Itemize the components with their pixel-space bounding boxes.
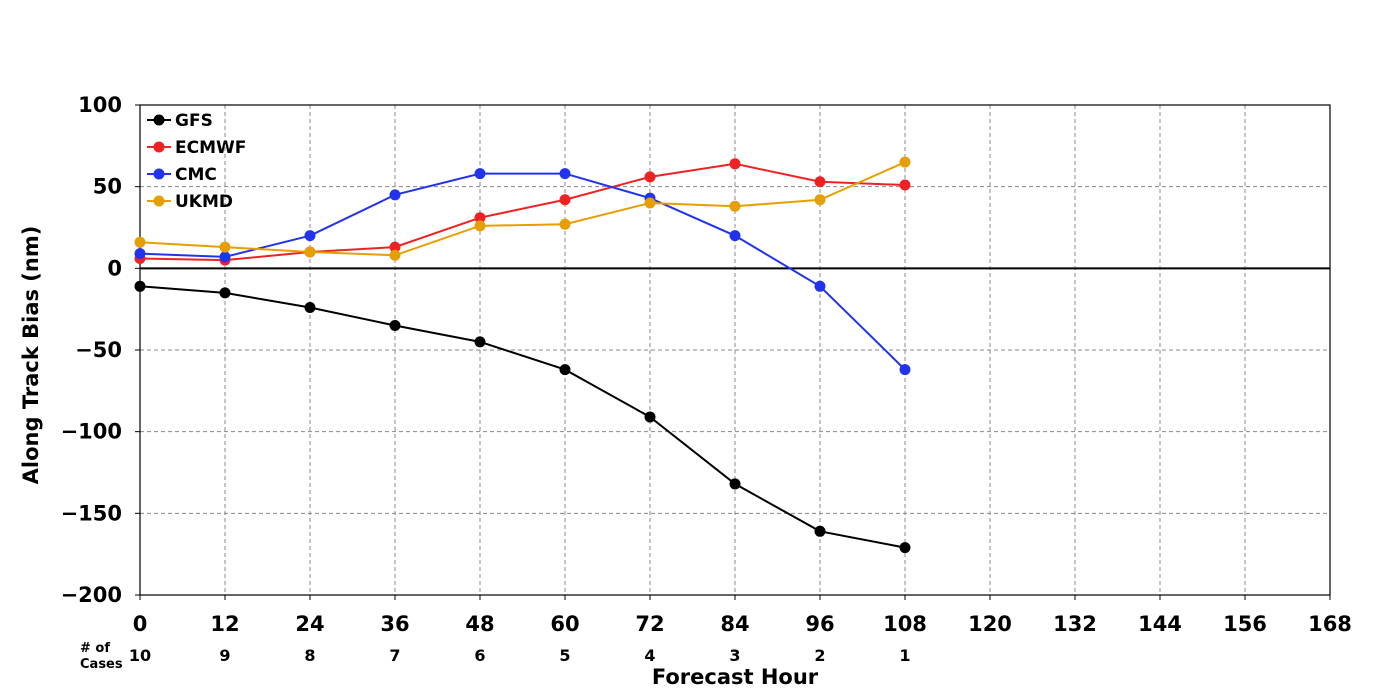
x-tick-label: 72 (635, 612, 664, 636)
legend-item-ecmwf: ECMWF (147, 138, 246, 158)
point-gfs-96 (814, 525, 826, 537)
x-tick-label: 156 (1223, 612, 1267, 636)
x-axis-ticks: 0 12 24 36 48 60 72 84 96 108 120 132 144 156 168 (133, 595, 1352, 636)
point-cmc-12 (219, 251, 231, 263)
point-ecmwf-60 (559, 194, 571, 206)
point-ecmwf-72 (644, 171, 656, 183)
series-layer (134, 156, 911, 554)
x-tick-label: 60 (550, 612, 579, 636)
cases-count: 3 (729, 646, 740, 665)
point-cmc-84 (729, 230, 741, 242)
x-axis-title: Forecast Hour (652, 665, 819, 689)
legend-label: GFS (175, 111, 213, 131)
point-ukmd-48 (474, 220, 486, 232)
cases-count: 2 (814, 646, 825, 665)
point-gfs-12 (219, 287, 231, 299)
series-line-gfs (139, 285, 906, 549)
point-ecmwf-36 (389, 241, 401, 253)
legend-label: ECMWF (175, 138, 246, 158)
legend-item-gfs: GFS (147, 111, 213, 131)
x-tick-label: 0 (133, 612, 148, 636)
point-cmc-48 (474, 168, 486, 180)
cases-row: 10 9 8 7 6 5 4 3 2 1 (129, 646, 911, 665)
point-gfs-84 (729, 478, 741, 490)
point-gfs-24 (304, 302, 316, 314)
cases-count: 7 (389, 646, 400, 665)
cases-count: 8 (304, 646, 315, 665)
x-tick-label: 24 (295, 612, 324, 636)
legend-swatch-marker (153, 168, 165, 180)
x-tick-label: 48 (465, 612, 494, 636)
point-cmc-60 (559, 168, 571, 180)
point-ukmd-36 (389, 249, 401, 261)
y-axis-title: Along Track Bias (nm) (19, 226, 43, 485)
point-ecmwf-48 (474, 212, 486, 224)
y-tick-label: −150 (61, 501, 122, 525)
y-tick-label: 100 (78, 93, 122, 117)
cases-label-line-2: Cases (80, 657, 123, 672)
series-line-cmc (139, 172, 906, 371)
series-ecmwf (134, 158, 911, 266)
point-cmc-96 (814, 280, 826, 292)
x-tick-label: 120 (968, 612, 1012, 636)
x-tick-label: 36 (380, 612, 409, 636)
point-gfs-60 (559, 364, 571, 376)
legend-label: UKMD (175, 192, 233, 212)
legend-swatch-marker (153, 195, 165, 207)
cases-count: 1 (899, 646, 910, 665)
point-ukmd-24 (304, 246, 316, 258)
legend-label: CMC (175, 165, 217, 185)
y-tick-label: 50 (93, 175, 122, 199)
legend-swatch-marker (153, 141, 165, 153)
legend-swatch-marker (153, 114, 165, 126)
legend-item-cmc: CMC (147, 165, 217, 185)
x-tick-label: 84 (720, 612, 749, 636)
y-tick-label: 0 (107, 256, 122, 280)
y-tick-label: −200 (61, 583, 122, 607)
point-gfs-48 (474, 336, 486, 348)
point-ukmd-12 (219, 241, 231, 253)
point-cmc-36 (389, 189, 401, 201)
series-cmc (134, 168, 911, 376)
point-cmc-24 (304, 230, 316, 242)
point-ukmd-84 (729, 200, 741, 212)
x-tick-label: 12 (210, 612, 239, 636)
point-gfs-0 (134, 280, 146, 292)
cases-count: 6 (474, 646, 485, 665)
cases-count: 5 (559, 646, 570, 665)
y-tick-label: −50 (75, 338, 122, 362)
series-line-ecmwf (139, 162, 906, 262)
point-ecmwf-84 (729, 158, 741, 170)
cases-count: 9 (219, 646, 230, 665)
x-tick-label: 168 (1308, 612, 1352, 636)
y-tick-label: −100 (61, 420, 122, 444)
point-ecmwf-108 (899, 179, 911, 191)
y-axis-ticks: 100 50 0 −50 −100 −150 −200 (61, 93, 140, 607)
x-tick-label: 132 (1053, 612, 1097, 636)
point-ukmd-96 (814, 194, 826, 206)
point-ukmd-60 (559, 218, 571, 230)
series-ukmd (134, 156, 911, 261)
cases-count: 10 (129, 646, 151, 665)
series-gfs (134, 280, 911, 554)
point-ecmwf-96 (814, 176, 826, 188)
x-tick-label: 96 (805, 612, 834, 636)
x-tick-label: 144 (1138, 612, 1182, 636)
point-gfs-36 (389, 320, 401, 331)
grid-lines (140, 105, 1330, 595)
legend-item-ukmd: UKMD (147, 192, 233, 212)
cases-label-line-1: # of (80, 641, 110, 656)
point-cmc-0 (134, 248, 146, 260)
series-line-ukmd (139, 161, 906, 257)
cases-count: 4 (644, 646, 655, 665)
point-ukmd-108 (899, 156, 911, 168)
legend: GFS ECMWF CMC UKMD (147, 111, 246, 212)
point-ukmd-0 (134, 236, 146, 248)
point-ukmd-72 (644, 197, 656, 209)
point-gfs-72 (644, 411, 656, 423)
x-tick-label: 108 (883, 612, 927, 636)
point-cmc-108 (899, 364, 911, 376)
point-gfs-108 (899, 542, 911, 554)
